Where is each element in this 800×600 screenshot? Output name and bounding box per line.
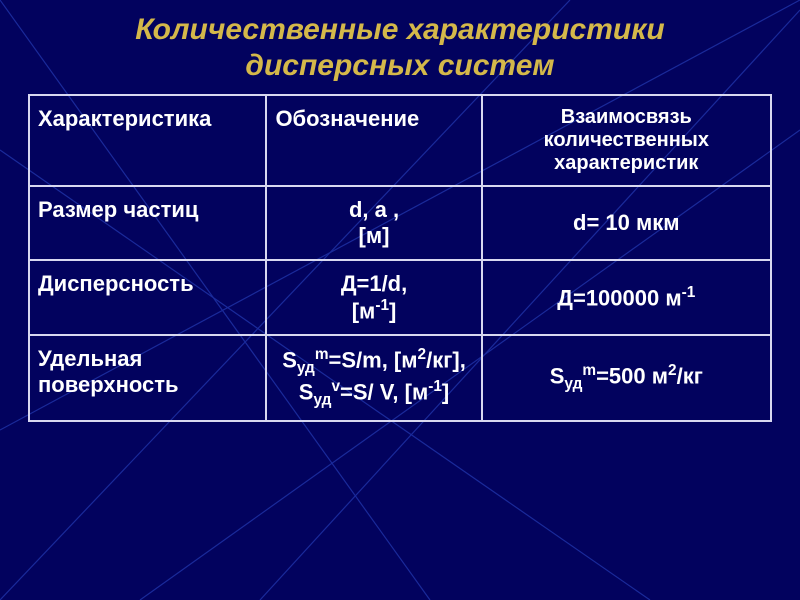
header-characteristic: Характеристика	[29, 95, 266, 186]
cell-characteristic: Удельная поверхность	[29, 335, 266, 420]
cell-relation: Sудm=500 м2/кг	[482, 335, 771, 420]
title-line-2: дисперсных систем	[245, 49, 554, 82]
table-header-row: Характеристика Обозначение Взаимосвязь к…	[29, 95, 771, 186]
header-notation: Обозначение	[266, 95, 481, 186]
characteristics-table: Характеристика Обозначение Взаимосвязь к…	[28, 94, 772, 422]
slide-content: Количественные характеристики дисперсных…	[0, 0, 800, 600]
table-row: ДисперсностьД=1/d,[м-1]Д=100000 м-1	[29, 260, 771, 335]
cell-notation: Д=1/d,[м-1]	[266, 260, 481, 335]
cell-notation: d, a ,[м]	[266, 186, 481, 260]
table-row: Размер частицd, a ,[м]d= 10 мкм	[29, 186, 771, 260]
table-row: Удельная поверхностьSудm=S/m, [м2/кг],Sу…	[29, 335, 771, 420]
cell-notation: Sудm=S/m, [м2/кг],Sудv=S/ V, [м-1]	[266, 335, 481, 420]
cell-characteristic: Дисперсность	[29, 260, 266, 335]
cell-relation: d= 10 мкм	[482, 186, 771, 260]
cell-characteristic: Размер частиц	[29, 186, 266, 260]
slide-title: Количественные характеристики дисперсных…	[28, 12, 772, 84]
title-line-1: Количественные характеристики	[135, 13, 664, 46]
table-body: Размер частицd, a ,[м]d= 10 мкмДисперсно…	[29, 186, 771, 421]
cell-relation: Д=100000 м-1	[482, 260, 771, 335]
header-relation: Взаимосвязь количественных характеристик	[482, 95, 771, 186]
